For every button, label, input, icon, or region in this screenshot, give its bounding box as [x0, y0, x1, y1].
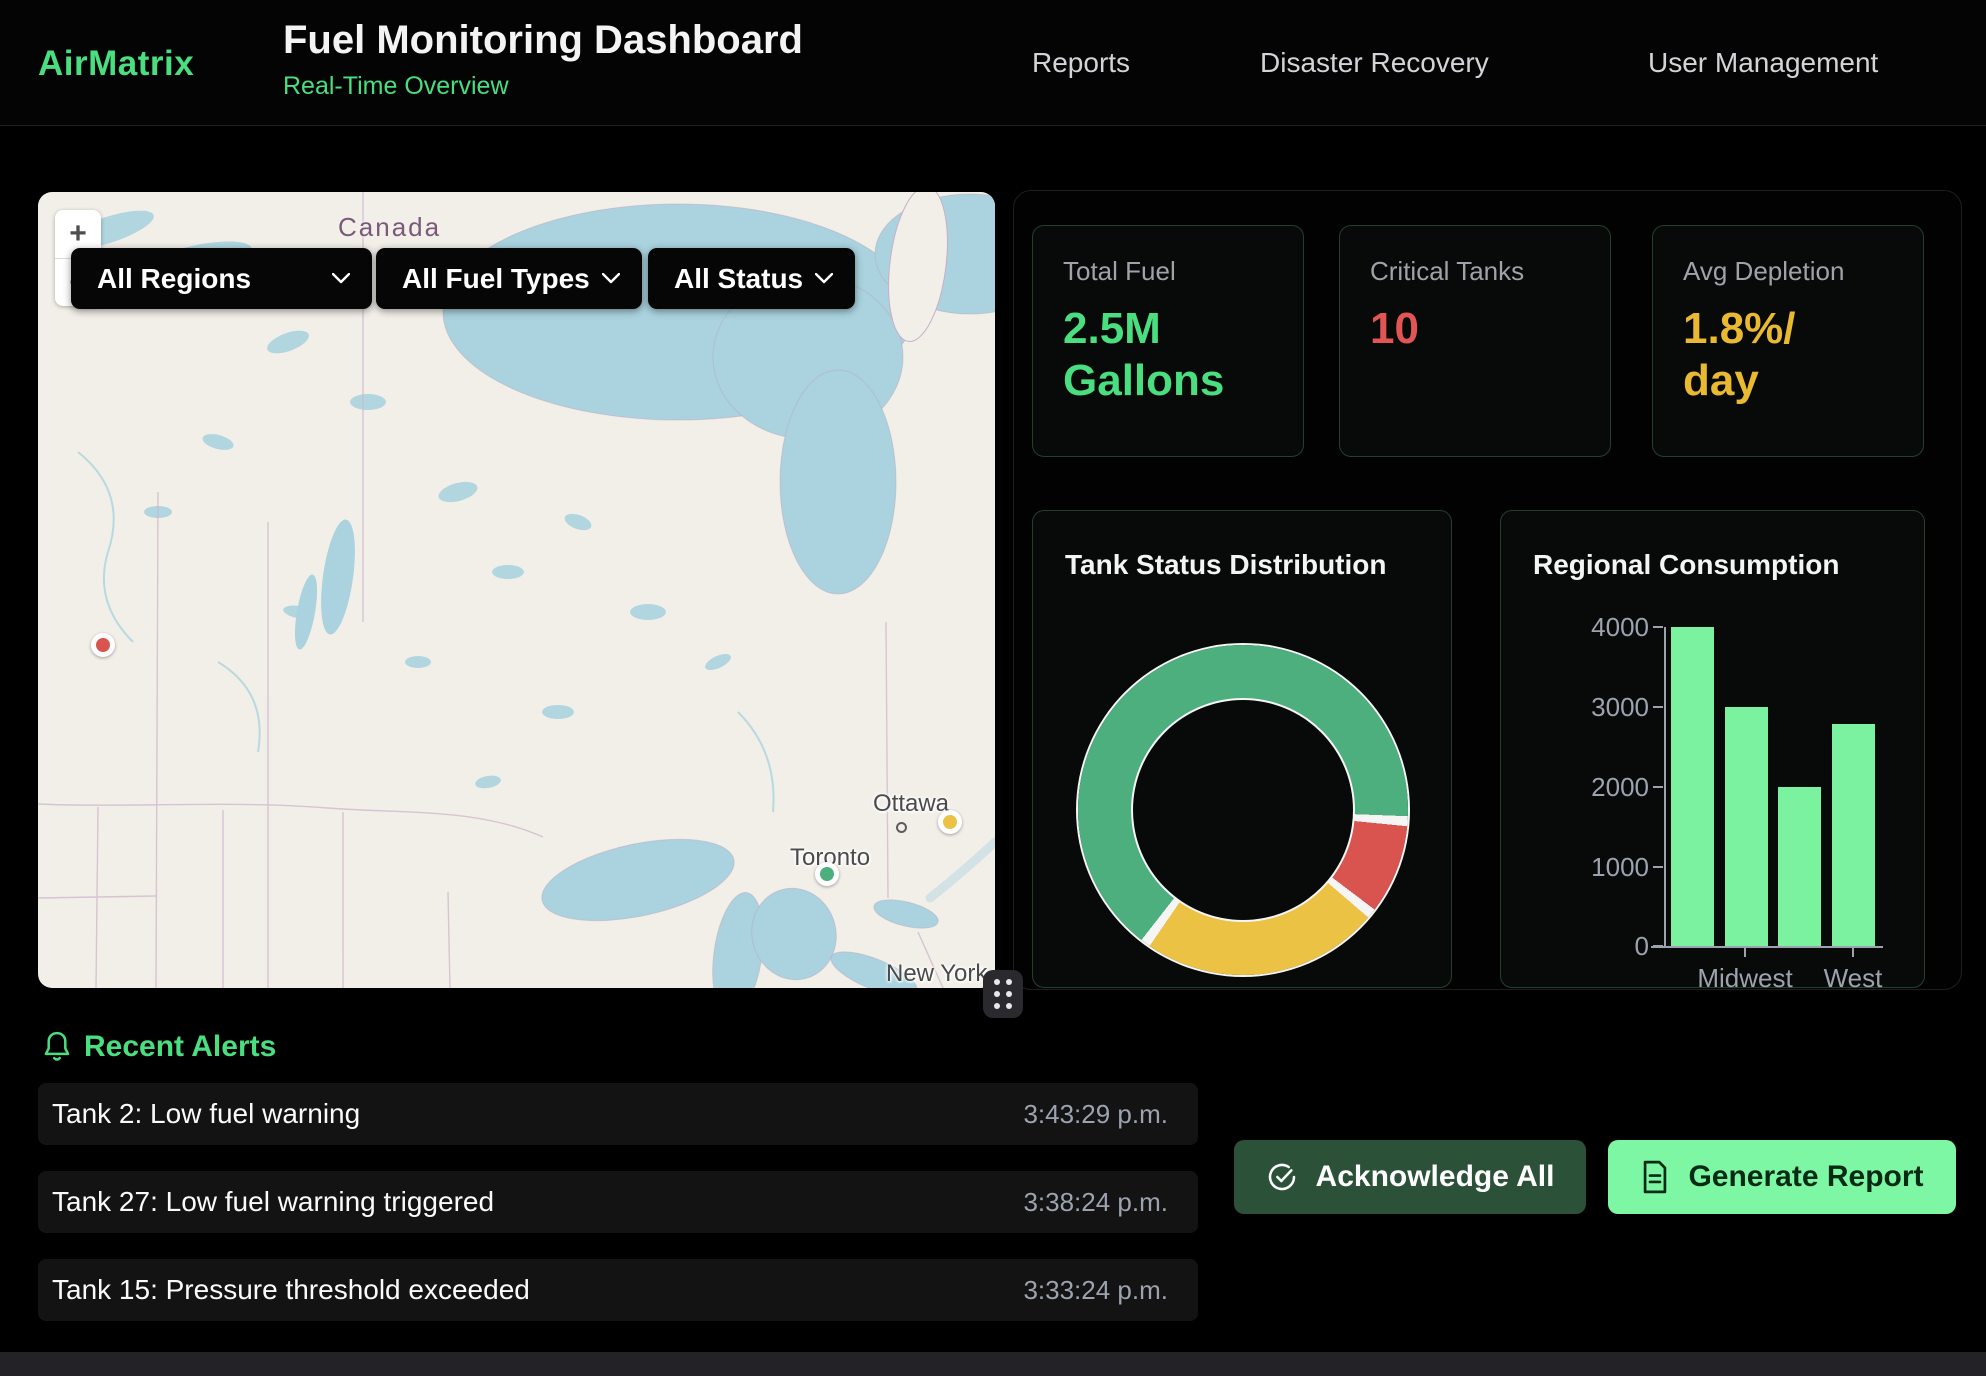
- stat-label: Critical Tanks: [1370, 256, 1580, 287]
- stat-card-avg-depletion: Avg Depletion 1.8%/day: [1652, 225, 1924, 457]
- x-tick-midwest: Midwest: [1685, 963, 1805, 994]
- filter-fuel-types[interactable]: All Fuel Types: [376, 248, 642, 309]
- consumption-bar-0: [1671, 627, 1714, 946]
- consumption-bar-2: [1778, 787, 1821, 947]
- regional-consumption-card: Regional Consumption 4000 3000 2000 1000…: [1500, 510, 1925, 988]
- map-label-canada: Canada: [338, 212, 441, 243]
- map-label-ottawa: Ottawa: [873, 790, 949, 818]
- consumption-bar-1: [1725, 707, 1768, 946]
- bar-chart-title: Regional Consumption: [1533, 549, 1839, 581]
- stat-card-total-fuel: Total Fuel 2.5MGallons: [1032, 225, 1304, 457]
- tank-marker-critical[interactable]: [91, 633, 115, 657]
- y-tick-3000: 3000: [1553, 692, 1649, 723]
- map-label-new-york: New York: [886, 960, 987, 988]
- x-tick-west: West: [1813, 963, 1893, 994]
- tank-status-donut: [1078, 645, 1408, 975]
- bell-icon: [40, 1029, 74, 1065]
- chevron-down-icon: [602, 273, 620, 284]
- nav-reports[interactable]: Reports: [1032, 47, 1130, 79]
- page-title: Fuel Monitoring Dashboard: [283, 18, 803, 63]
- app-logo[interactable]: AirMatrix: [38, 44, 194, 84]
- alert-row: Tank 2: Low fuel warning 3:43:29 p.m.: [38, 1083, 1198, 1145]
- page-subtitle: Real-Time Overview: [283, 72, 509, 101]
- filter-regions-value: All Regions: [97, 263, 251, 295]
- generate-report-button[interactable]: Generate Report: [1608, 1140, 1956, 1214]
- st-lawrence-river: [930, 842, 995, 898]
- x-axis-line: [1651, 946, 1883, 948]
- alert-time: 3:43:29 p.m.: [1023, 1099, 1168, 1130]
- stat-value: 10: [1370, 303, 1580, 355]
- bar-plot: [1671, 627, 1887, 946]
- nav-user-management[interactable]: User Management: [1648, 47, 1878, 79]
- alerts-heading: Recent Alerts: [84, 1030, 276, 1064]
- chevron-down-icon: [332, 273, 350, 284]
- stat-value: 2.5MGallons: [1063, 303, 1273, 407]
- chevron-down-icon: [815, 273, 833, 284]
- stat-label: Total Fuel: [1063, 256, 1273, 287]
- tank-marker-normal[interactable]: [815, 862, 839, 886]
- alert-text: Tank 15: Pressure threshold exceeded: [52, 1274, 530, 1306]
- filter-fuel-types-value: All Fuel Types: [402, 263, 590, 295]
- alert-time: 3:38:24 p.m.: [1023, 1187, 1168, 1218]
- acknowledge-all-label: Acknowledge All: [1316, 1160, 1555, 1194]
- stat-card-critical-tanks: Critical Tanks 10: [1339, 225, 1611, 457]
- filter-status[interactable]: All Status: [648, 248, 855, 309]
- check-circle-icon: [1266, 1161, 1298, 1193]
- rivers: [78, 452, 774, 812]
- james-bay-water: [780, 370, 896, 594]
- y-tick-1000: 1000: [1553, 852, 1649, 883]
- y-tick-0: 0: [1553, 931, 1649, 962]
- ottawa-town-marker: [896, 822, 907, 833]
- generate-report-label: Generate Report: [1688, 1160, 1923, 1194]
- bottom-scrollbar[interactable]: [0, 1352, 1986, 1376]
- y-tick-4000: 4000: [1553, 612, 1649, 643]
- y-axis-line: [1664, 627, 1666, 948]
- app-header: AirMatrix Fuel Monitoring Dashboard Real…: [0, 0, 1986, 126]
- tank-marker-warning[interactable]: [938, 810, 962, 834]
- acknowledge-all-button[interactable]: Acknowledge All: [1234, 1140, 1586, 1214]
- stat-value: 1.8%/day: [1683, 303, 1893, 407]
- map-resize-handle[interactable]: [983, 970, 1023, 1018]
- alert-text: Tank 2: Low fuel warning: [52, 1098, 360, 1130]
- consumption-bar-3: [1832, 724, 1875, 946]
- lake-winnipeg: [291, 517, 361, 651]
- alert-row: Tank 27: Low fuel warning triggered 3:38…: [38, 1171, 1198, 1233]
- filter-status-value: All Status: [674, 263, 803, 295]
- filter-regions[interactable]: All Regions: [71, 248, 372, 309]
- lake-superior: [535, 824, 742, 935]
- fuel-monitoring-dashboard: { "header": { "logo": "AirMatrix", "titl…: [0, 0, 1986, 1376]
- y-tick-2000: 2000: [1553, 772, 1649, 803]
- tank-status-card: Tank Status Distribution: [1032, 510, 1452, 988]
- nav-disaster-recovery[interactable]: Disaster Recovery: [1260, 47, 1489, 79]
- donut-chart-title: Tank Status Distribution: [1065, 549, 1387, 581]
- document-icon: [1640, 1160, 1670, 1194]
- stat-label: Avg Depletion: [1683, 256, 1893, 287]
- alert-time: 3:33:24 p.m.: [1023, 1275, 1168, 1306]
- map-panel[interactable]: Canada Ottawa Toronto New York: [38, 192, 995, 988]
- alert-row: Tank 15: Pressure threshold exceeded 3:3…: [38, 1259, 1198, 1321]
- alert-text: Tank 27: Low fuel warning triggered: [52, 1186, 494, 1218]
